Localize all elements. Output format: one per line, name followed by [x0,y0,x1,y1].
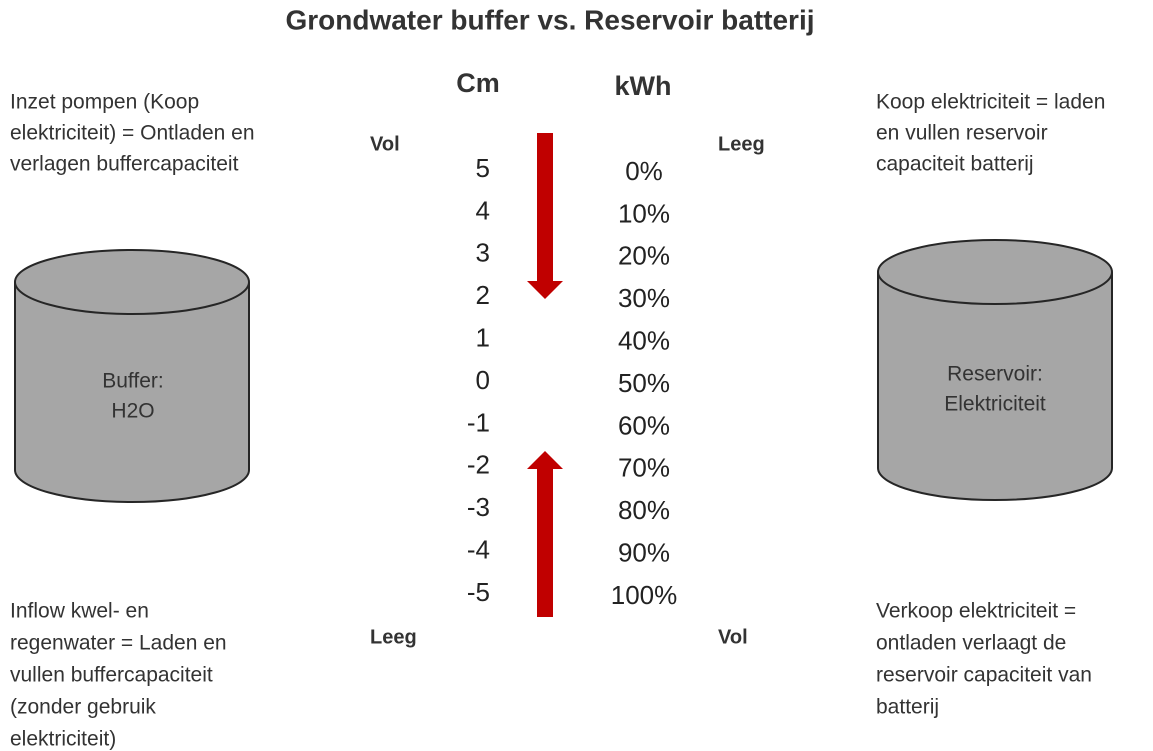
reservoir-label: Elektriciteit [944,393,1046,416]
kwh-value: 100% [611,580,678,610]
cm-value: 2 [476,280,490,310]
cm-value: 3 [476,238,490,268]
left-top-text: Inzet pompen (Koop [10,91,199,114]
right-top-text: capaciteit batterij [876,153,1034,176]
left-top-text: verlagen buffercapaciteit [10,153,239,176]
right-bottom-text: batterij [876,696,939,719]
cm-value: -5 [467,577,490,607]
kwh-value: 20% [618,241,670,271]
buffer-label: H2O [111,400,154,423]
left-bottom-text: vullen buffercapaciteit [10,664,213,687]
cm-value: 4 [476,195,490,225]
kwh-value: 50% [618,368,670,398]
left-top-label: Vol [370,133,400,155]
kwh-value: 40% [618,325,670,355]
reservoir-label: Reservoir: [947,363,1043,386]
cm-value: -4 [467,534,490,564]
cm-header: Cm [456,68,500,98]
cm-value: 5 [476,153,490,183]
kwh-value: 90% [618,537,670,567]
title: Grondwater buffer vs. Reservoir batterij [285,4,814,35]
left-bottom-text: (zonder gebruik [10,696,156,719]
cm-value: -3 [467,492,490,522]
left-bottom-text: regenwater = Laden en [10,632,227,655]
kwh-value: 60% [618,410,670,440]
kwh-value: 30% [618,283,670,313]
diagram: Grondwater buffer vs. Reservoir batterij… [0,0,1153,751]
left-bottom-text: Inflow kwel- en [10,600,149,623]
left-top-text: elektriciteit) = Ontladen en [10,122,255,145]
cm-value: 0 [476,365,490,395]
right-top-text: Koop elektriciteit = laden [876,91,1105,114]
left-bottom-text: elektriciteit) [10,728,116,751]
right-bottom-text: ontladen verlaagt de [876,632,1066,655]
cm-value: 1 [476,322,490,352]
kwh-value: 80% [618,495,670,525]
right-bottom-label: Vol [718,626,748,648]
cm-value: -2 [467,450,490,480]
kwh-value: 10% [618,198,670,228]
up-arrow [527,451,563,617]
right-bottom-text: reservoir capaciteit van [876,664,1092,687]
right-top-text: en vullen reservoir [876,122,1048,145]
cm-value: -1 [467,407,490,437]
right-top-label: Leeg [718,133,765,155]
right-bottom-text: Verkoop elektriciteit = [876,600,1076,623]
kwh-header: kWh [615,71,672,101]
kwh-value: 70% [618,453,670,483]
down-arrow [527,133,563,299]
left-bottom-label: Leeg [370,626,417,648]
kwh-value: 0% [625,156,663,186]
buffer-label: Buffer: [102,370,163,393]
